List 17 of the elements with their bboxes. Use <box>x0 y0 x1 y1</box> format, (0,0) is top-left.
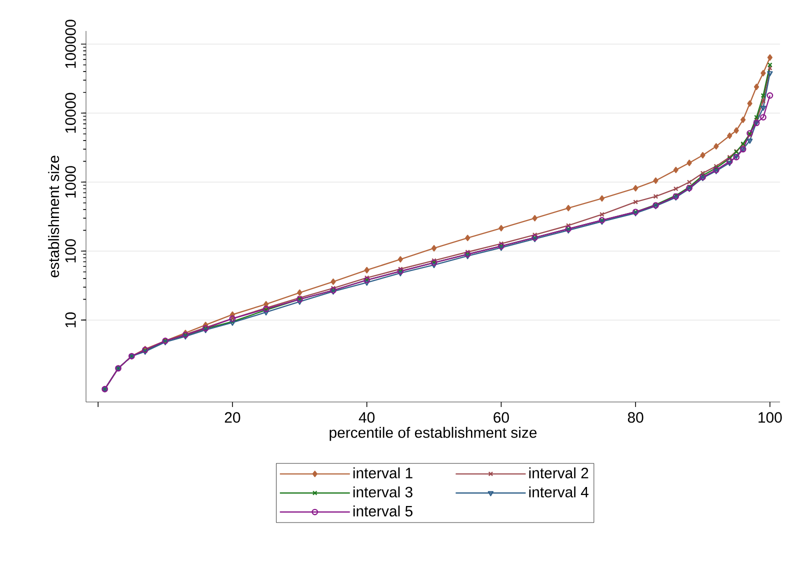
x-tick-label: 80 <box>628 412 644 423</box>
y-axis-title: establishment size <box>48 156 60 278</box>
x-tick-label: 20 <box>224 412 240 423</box>
y-tick-label: 100000 <box>65 20 76 68</box>
legend-label: interval 4 <box>529 486 588 498</box>
legend-label: interval 3 <box>353 486 412 498</box>
y-tick-label: 10000 <box>65 92 76 133</box>
legend-label: interval 5 <box>353 505 412 516</box>
x-tick-label: 60 <box>494 412 509 423</box>
y-tick-label: 10 <box>65 312 76 328</box>
x-tick-label: 40 <box>358 412 375 423</box>
x-axis-title: percentile of establishment size <box>330 426 537 441</box>
x-tick-label: 100 <box>758 412 782 423</box>
y-tick-label: 1000 <box>65 166 76 198</box>
y-tick-label: 100 <box>65 239 76 262</box>
legend-label: interval 1 <box>353 467 412 478</box>
legend-label: interval 2 <box>529 467 588 478</box>
